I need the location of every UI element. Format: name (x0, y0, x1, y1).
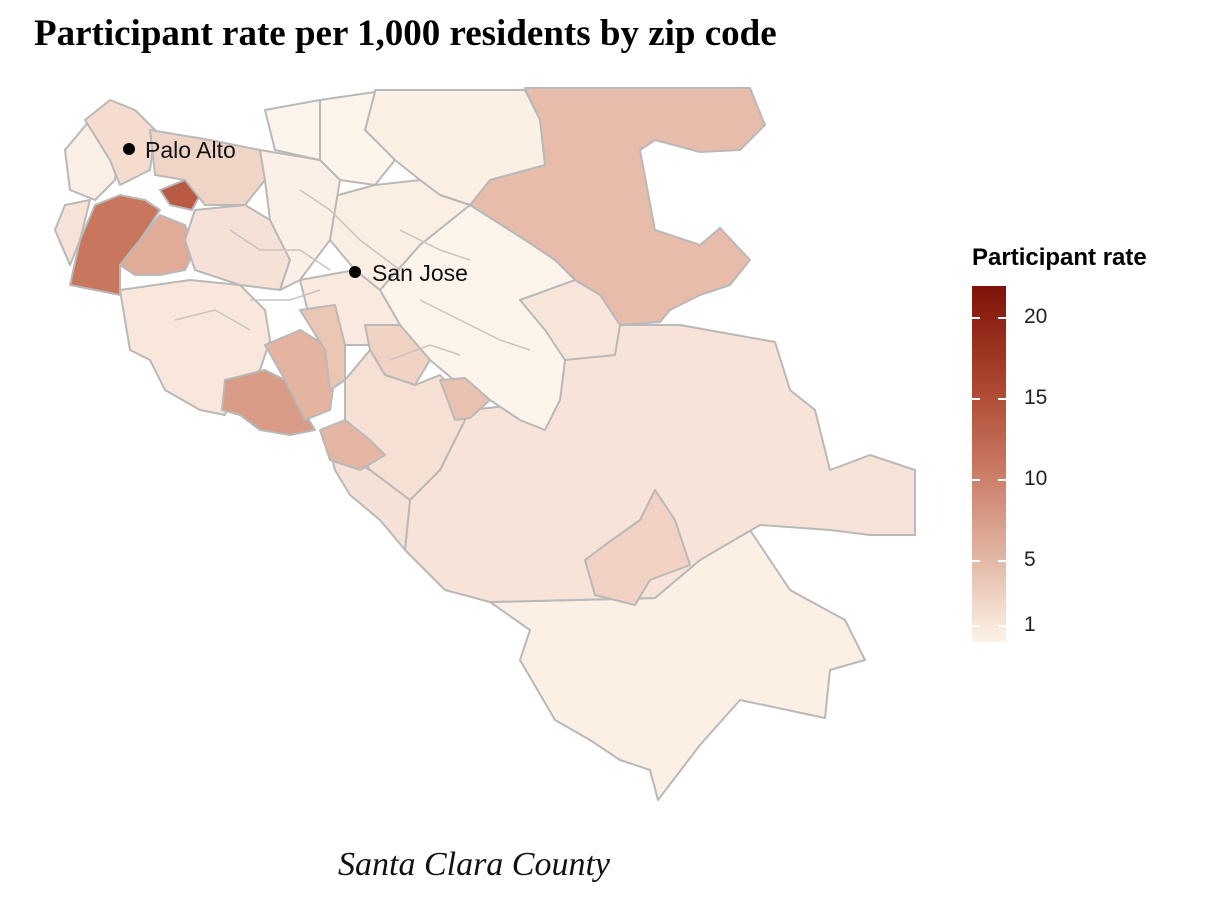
legend-tick-right (998, 560, 1006, 563)
legend-tick-left (972, 317, 980, 320)
zip-region-los-gatos-hills (329, 449, 411, 551)
legend-tick-right (998, 624, 1006, 627)
legend-tick-label: 10 (1024, 467, 1048, 491)
legend-tick-label: 5 (1024, 548, 1036, 572)
zip-region-cupertino-south (264, 329, 336, 421)
zip-region-sj-south-2 (439, 377, 491, 421)
legend-tick-left (972, 624, 980, 627)
legend-tick-left (972, 479, 980, 482)
legend-tick-label: 1 (1024, 612, 1036, 636)
zip-region-morgan-hill (584, 489, 691, 606)
legend-tick-right (998, 398, 1006, 401)
zip-region-sj-central-1 (319, 179, 471, 291)
zip-region-los-altos-hills (69, 194, 161, 296)
zip-region-evergreen (519, 279, 621, 361)
palo-alto-label: Palo Alto (145, 137, 236, 163)
zip-region-alviso (264, 99, 321, 161)
san-jose-label: San Jose (372, 260, 468, 286)
zip-regions (54, 87, 916, 801)
zip-region-palo-alto-west (54, 199, 91, 266)
palo-alto-dot (123, 143, 135, 155)
legend-tick-label: 20 (1024, 305, 1048, 329)
zip-region-santa-clara (259, 149, 341, 291)
chart-title: Participant rate per 1,000 residents by … (34, 13, 777, 54)
legend-tick-label: 15 (1024, 386, 1048, 410)
legend-tick-right (998, 317, 1006, 320)
zip-region-southeast (404, 324, 916, 603)
legend-tick-left (972, 560, 980, 563)
zip-region-sj-south-1 (344, 349, 471, 501)
san-jose-dot (349, 266, 361, 278)
legend-tick-right (998, 479, 1006, 482)
zip-region-los-gatos (319, 419, 386, 471)
map-subtitle: Santa Clara County (338, 846, 611, 883)
zip-region-campbell (299, 304, 346, 391)
city-marker-san-jose: San Jose (349, 260, 468, 286)
legend-title: Participant rate (972, 244, 1147, 271)
zip-region-saratoga (221, 369, 316, 436)
city-marker-palo-alto: Palo Alto (123, 137, 236, 163)
legend-color-bar (972, 286, 1006, 642)
zip-borders-detail (174, 189, 531, 361)
legend-tick-left (972, 398, 980, 401)
